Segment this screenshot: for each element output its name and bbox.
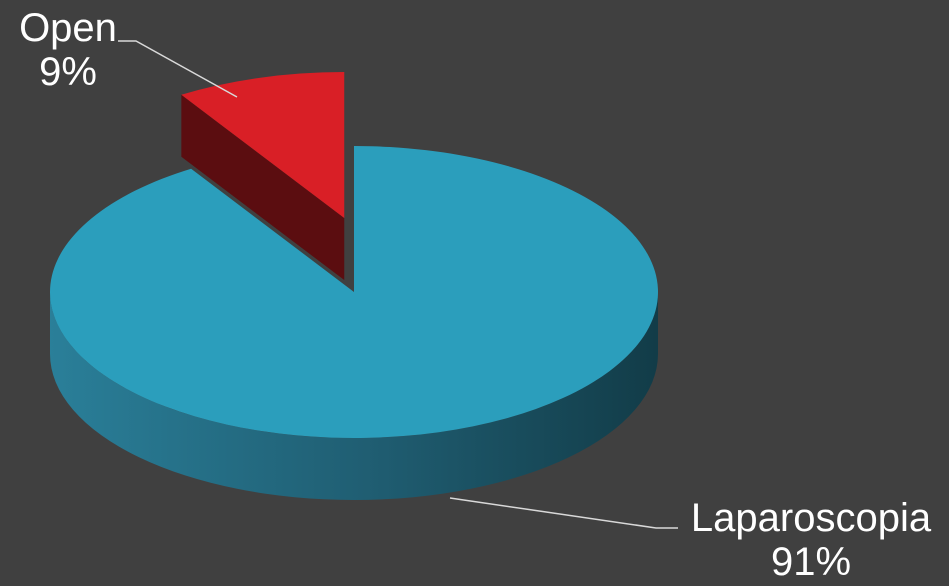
data-label-open-category: Open bbox=[19, 6, 117, 50]
slice-side-open bbox=[181, 94, 345, 281]
data-label-open: Open 9% bbox=[8, 6, 128, 94]
slice-open bbox=[181, 72, 345, 219]
leader-line-open bbox=[118, 40, 238, 98]
data-label-laparoscopia-category: Laparoscopia bbox=[690, 496, 932, 540]
leader-line-laparoscopia bbox=[449, 497, 678, 529]
slice-wall-laparoscopia bbox=[50, 292, 658, 500]
data-label-laparoscopia-value: 91% bbox=[770, 540, 852, 584]
leader-lines-group bbox=[118, 40, 678, 529]
slice-laparoscopia bbox=[50, 146, 658, 438]
data-label-laparoscopia: Laparoscopia 91% bbox=[676, 496, 946, 584]
slices-group bbox=[50, 72, 658, 500]
data-label-open-value: 9% bbox=[39, 50, 97, 94]
